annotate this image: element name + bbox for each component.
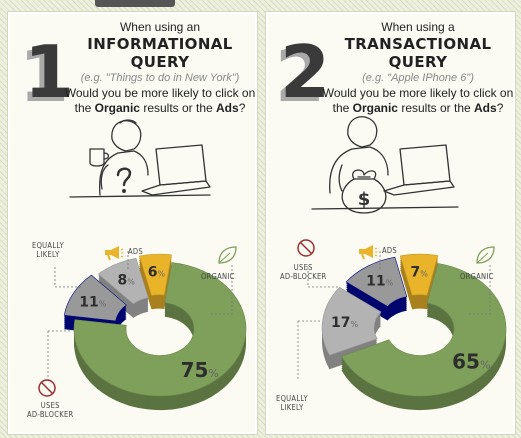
svg-text:$: $ xyxy=(358,189,371,210)
label-uses-adblocker: USES AD-BLOCKER xyxy=(27,401,74,419)
label-organic: ORGANIC xyxy=(201,272,235,281)
header-example: (e.g. "Things to do in New York") xyxy=(80,72,240,84)
label-organic: ORGANIC xyxy=(460,272,494,281)
chart-informational: 6%8%11%75% xyxy=(47,251,247,411)
panel-informational: 1 When using an INFORMATIONAL QUERY (e.g… xyxy=(8,12,257,434)
panel-number: 1 xyxy=(24,30,75,114)
header-question: Would you be more likely to click on the… xyxy=(64,86,256,115)
header-query-type: TRANSACTIONAL QUERY xyxy=(344,35,492,71)
no-sign-icon xyxy=(297,239,315,257)
slice-ads xyxy=(138,253,172,296)
header-when: When using a xyxy=(381,20,455,34)
slice-organic xyxy=(340,263,507,397)
person-thinking-illustration xyxy=(69,119,211,198)
label-uses-adblocker: USES AD-BLOCKER xyxy=(280,263,327,281)
panel-header: When using a TRANSACTIONAL QUERY (e.g. "… xyxy=(318,20,518,116)
slice-ads xyxy=(399,253,439,296)
chart-transactional: 7%11%17%65% xyxy=(297,251,507,411)
label-equally-likely: EQUALLY LIKELY xyxy=(32,241,64,259)
leaf-icon xyxy=(218,246,237,264)
header-when: When using an xyxy=(119,20,201,34)
chart-slices xyxy=(321,253,507,411)
slice-organic xyxy=(73,262,247,397)
chart-slices xyxy=(63,253,247,411)
top-tab xyxy=(95,0,175,7)
header-query-type: INFORMATIONAL QUERY xyxy=(87,35,233,71)
label-ads: ADS xyxy=(382,246,397,255)
megaphone-icon xyxy=(359,245,378,260)
leaf-icon xyxy=(476,246,495,264)
slice-uses_ad_blocker xyxy=(345,256,408,307)
panel-number: 2 xyxy=(280,30,331,114)
panel-header: When using an INFORMATIONAL QUERY (e.g. … xyxy=(60,20,260,116)
label-equally-likely: EQUALLY LIKELY xyxy=(276,394,308,412)
header-example: (e.g. "Apple IPhone 6") xyxy=(362,72,474,84)
panel-transactional: 2 When using a TRANSACTIONAL QUERY (e.g.… xyxy=(266,12,515,434)
slice-equally_likely xyxy=(97,257,149,305)
slice-uses_ad_blocker xyxy=(63,274,127,322)
label-ads: ADS xyxy=(128,247,143,256)
person-money-bag-illustration: $ xyxy=(311,116,459,214)
no-sign-icon xyxy=(38,379,56,397)
slice-equally_likely xyxy=(321,286,382,356)
megaphone-icon xyxy=(105,246,124,261)
header-question: Would you be more likely to click on the… xyxy=(322,86,514,115)
